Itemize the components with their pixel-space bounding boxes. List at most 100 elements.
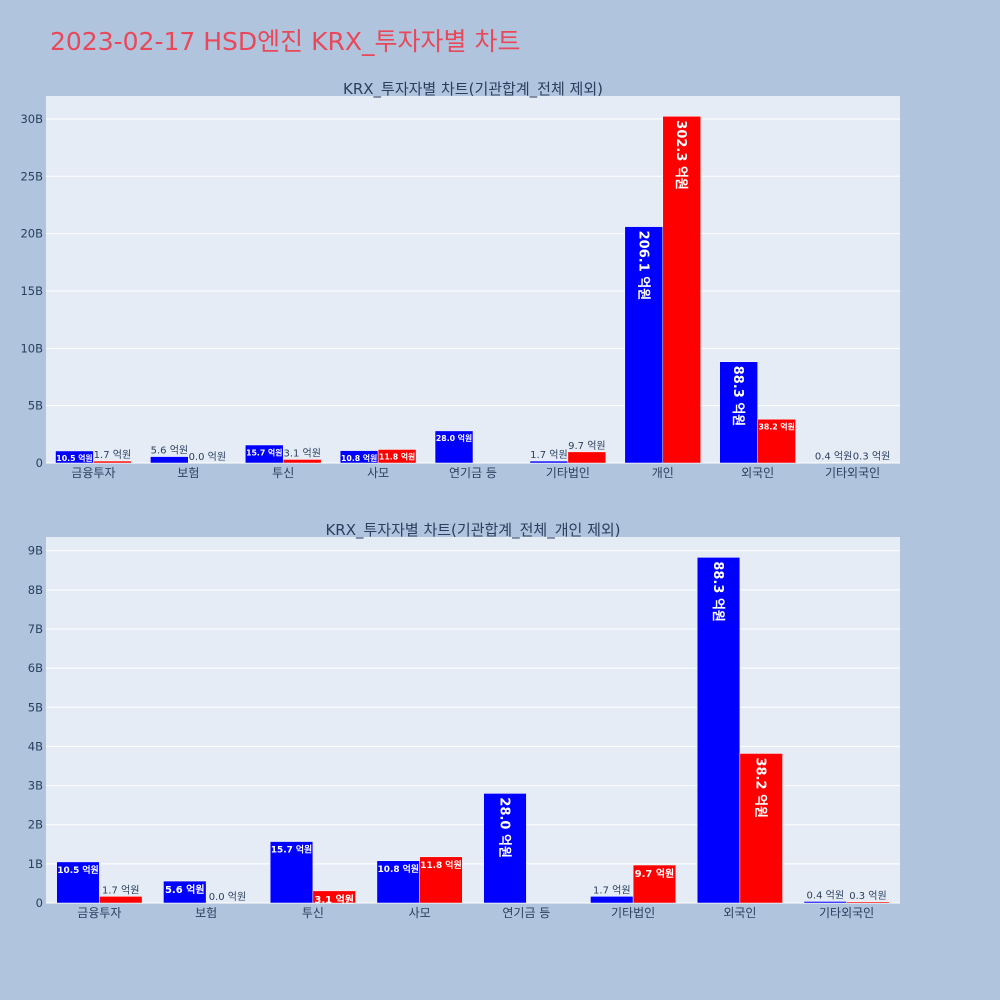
sell-bar (757, 418, 796, 464)
data-label: 10.5 억원 (57, 864, 98, 876)
sell-bar (419, 856, 463, 904)
buy-bar (269, 841, 314, 904)
buy-bar (163, 880, 207, 904)
data-label: 28.0 억원 (496, 797, 511, 858)
data-label: 38.2 억원 (753, 757, 768, 818)
data-label: 0.4 억원 (807, 889, 844, 901)
data-label: 15.7 억원 (271, 844, 312, 856)
data-label: 11.8 억원 (379, 452, 415, 462)
x-tick-label: 사모 (367, 466, 389, 480)
y-tick-label: 4B (28, 739, 43, 753)
y-tick-label: 15B (20, 284, 43, 298)
buy-bar (150, 456, 189, 464)
x-tick-label: 연기금 등 (502, 906, 550, 920)
data-label: 1.7 억원 (593, 884, 630, 896)
x-tick-label: 투신 (302, 906, 324, 920)
data-label: 10.8 억원 (341, 453, 377, 463)
data-label: 28.0 억원 (436, 433, 472, 443)
data-label: 0.0 억원 (209, 891, 246, 903)
y-tick-label: 25B (20, 169, 43, 183)
data-label: 302.3 억원 (673, 120, 688, 190)
buy-bar (483, 793, 527, 904)
data-label: 1.7 억원 (102, 884, 139, 896)
sell-bar (632, 864, 677, 904)
chart-2: 0 1B 2B 3B 4B 5B 6B 7B 8B 9B KRX_투자자별 차트(기관합계_전체_개… (28, 521, 900, 920)
y-tick-label: 9B (28, 544, 43, 558)
chart-title: KRX_투자자별 차트(기관합계_전체_개인 제외) (325, 521, 620, 540)
data-label: 1.7 억원 (94, 449, 131, 461)
data-label: 1.7 억원 (530, 449, 567, 461)
y-tick-label: 7B (28, 622, 43, 636)
sell-bar (99, 896, 143, 904)
y-tick-label: 1B (28, 857, 43, 871)
data-label: 11.8 억원 (420, 859, 461, 871)
x-tick-label: 기타법인 (611, 906, 655, 920)
sell-bar (312, 890, 356, 904)
data-label: 38.2 억원 (758, 421, 794, 431)
chart-title: KRX_투자자별 차트(기관합계_전체 제외) (343, 80, 603, 99)
x-tick-label: 투신 (272, 466, 294, 480)
x-tick-label: 외국인 (723, 906, 756, 920)
y-tick-label: 2B (28, 818, 43, 832)
data-label: 9.7 억원 (635, 867, 675, 880)
x-tick-label: 외국인 (741, 466, 774, 480)
buy-bar (434, 430, 474, 464)
data-label: 15.7 억원 (246, 447, 282, 457)
chart-1: 0 5B 10B 15B 20B 25B 30B KRX_투자자별 차트(기관합계_전체 제외… (20, 80, 900, 480)
page-title: 2023-02-17 HSD엔진 KRX_투자자별 차트 (50, 27, 521, 56)
y-tick-label: 0 (36, 456, 43, 470)
y-tick-label: 8B (28, 583, 43, 597)
data-label: 3.1 억원 (314, 893, 354, 906)
y-tick-label: 5B (28, 700, 43, 714)
buy-bar (56, 861, 100, 904)
x-tick-label: 금융투자 (77, 906, 121, 920)
data-label: 0.3 억원 (853, 451, 890, 463)
x-tick-label: 기타법인 (546, 466, 590, 480)
data-label: 0.4 억원 (815, 451, 852, 463)
y-tick-label: 30B (20, 112, 43, 126)
buy-bar (55, 450, 94, 464)
x-tick-label: 금융투자 (71, 466, 115, 480)
x-tick-label: 개인 (652, 466, 674, 480)
data-label: 10.5 억원 (56, 453, 92, 463)
data-label: 10.8 억원 (378, 863, 419, 875)
buy-bar (529, 460, 569, 464)
sell-bar (846, 901, 890, 904)
x-tick-label: 기타외국인 (819, 906, 874, 920)
x-tick-label: 사모 (409, 906, 431, 920)
sell-bar (93, 460, 132, 464)
data-label: 3.1 억원 (283, 447, 320, 459)
sell-bar (567, 451, 607, 464)
y-tick-label: 0 (36, 896, 43, 910)
buy-bar (376, 860, 420, 904)
y-tick-label: 10B (20, 341, 43, 355)
y-tick-label: 20B (20, 227, 43, 241)
y-tick-label: 5B (28, 399, 43, 413)
sell-bar (662, 116, 701, 464)
data-label: 0.0 억원 (189, 451, 226, 463)
y-tick-label: 6B (28, 661, 43, 675)
data-label: 88.3 억원 (710, 561, 725, 622)
buy-bar (719, 361, 758, 464)
buy-bar (624, 226, 664, 464)
buy-bar (590, 896, 634, 904)
x-tick-label: 보험 (195, 906, 217, 920)
x-tick-label: 연기금 등 (449, 466, 497, 480)
data-label: 5.6 억원 (165, 883, 205, 896)
data-label: 206.1 억원 (635, 231, 650, 301)
sell-bar (739, 753, 783, 904)
sell-bar (282, 459, 322, 464)
y-tick-label: 3B (28, 779, 43, 793)
data-label: 88.3 억원 (730, 366, 745, 427)
data-label: 0.3 억원 (849, 890, 886, 902)
sell-bar (377, 449, 417, 464)
buy-bar (696, 557, 741, 904)
data-label: 9.7 억원 (568, 440, 605, 452)
x-tick-label: 기타외국인 (825, 466, 880, 480)
plot-area (46, 96, 900, 463)
x-tick-label: 보험 (177, 466, 199, 480)
buy-bar (803, 901, 847, 904)
buy-bar (245, 444, 284, 464)
